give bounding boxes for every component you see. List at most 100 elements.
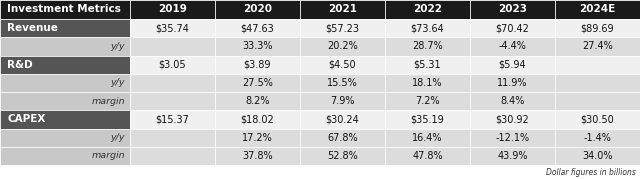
Text: 7.2%: 7.2% bbox=[415, 96, 440, 106]
Text: 33.3%: 33.3% bbox=[243, 41, 273, 51]
Text: 18.1%: 18.1% bbox=[412, 78, 443, 88]
Bar bbox=[385, 55, 470, 74]
Bar bbox=[215, 55, 300, 74]
Bar bbox=[300, 37, 385, 55]
Bar bbox=[385, 147, 470, 165]
Text: Dollar figures in billions: Dollar figures in billions bbox=[546, 168, 636, 177]
Bar bbox=[215, 0, 300, 19]
Bar bbox=[470, 147, 555, 165]
Text: $3.05: $3.05 bbox=[159, 60, 186, 70]
Bar bbox=[385, 74, 470, 92]
Bar bbox=[470, 110, 555, 129]
Bar bbox=[0, 74, 130, 92]
Bar bbox=[385, 92, 470, 110]
Text: 2024E: 2024E bbox=[579, 4, 616, 14]
Text: 20.2%: 20.2% bbox=[327, 41, 358, 51]
Bar bbox=[300, 19, 385, 37]
Text: 2023: 2023 bbox=[498, 4, 527, 14]
Bar bbox=[215, 129, 300, 147]
Text: 2019: 2019 bbox=[158, 4, 187, 14]
Bar bbox=[555, 55, 640, 74]
Bar bbox=[385, 110, 470, 129]
Text: Investment Metrics: Investment Metrics bbox=[7, 4, 121, 14]
Bar bbox=[130, 55, 215, 74]
Text: 2022: 2022 bbox=[413, 4, 442, 14]
Bar bbox=[130, 19, 215, 37]
Text: -1.4%: -1.4% bbox=[584, 133, 611, 143]
Bar bbox=[300, 110, 385, 129]
Bar bbox=[470, 92, 555, 110]
Text: $35.19: $35.19 bbox=[411, 114, 444, 124]
Text: $30.24: $30.24 bbox=[326, 114, 360, 124]
Text: $5.94: $5.94 bbox=[499, 60, 526, 70]
Text: y/y: y/y bbox=[111, 78, 125, 87]
Bar bbox=[470, 37, 555, 55]
Text: $4.50: $4.50 bbox=[329, 60, 356, 70]
Text: 47.8%: 47.8% bbox=[412, 151, 443, 161]
Text: 15.5%: 15.5% bbox=[327, 78, 358, 88]
Text: 27.4%: 27.4% bbox=[582, 41, 613, 51]
Text: $70.42: $70.42 bbox=[495, 23, 529, 33]
Text: $3.89: $3.89 bbox=[244, 60, 271, 70]
Text: $15.37: $15.37 bbox=[156, 114, 189, 124]
Text: $73.64: $73.64 bbox=[411, 23, 444, 33]
Text: y/y: y/y bbox=[111, 133, 125, 142]
Bar bbox=[555, 129, 640, 147]
Bar bbox=[0, 129, 130, 147]
Bar bbox=[130, 147, 215, 165]
Text: 7.9%: 7.9% bbox=[330, 96, 355, 106]
Text: 52.8%: 52.8% bbox=[327, 151, 358, 161]
Text: 8.2%: 8.2% bbox=[245, 96, 269, 106]
Text: margin: margin bbox=[92, 151, 125, 160]
Bar bbox=[215, 92, 300, 110]
Bar bbox=[300, 129, 385, 147]
Bar bbox=[300, 74, 385, 92]
Text: 43.9%: 43.9% bbox=[497, 151, 528, 161]
Bar bbox=[0, 0, 130, 19]
Bar bbox=[555, 147, 640, 165]
Bar bbox=[385, 0, 470, 19]
Bar bbox=[0, 19, 130, 37]
Bar bbox=[555, 19, 640, 37]
Bar bbox=[0, 147, 130, 165]
Bar bbox=[300, 0, 385, 19]
Bar bbox=[0, 110, 130, 129]
Text: $30.92: $30.92 bbox=[495, 114, 529, 124]
Text: -4.4%: -4.4% bbox=[499, 41, 527, 51]
Bar bbox=[555, 0, 640, 19]
Text: margin: margin bbox=[92, 97, 125, 106]
Bar bbox=[130, 37, 215, 55]
Text: 2021: 2021 bbox=[328, 4, 357, 14]
Bar bbox=[385, 37, 470, 55]
Text: Revenue: Revenue bbox=[7, 23, 58, 33]
Text: -12.1%: -12.1% bbox=[495, 133, 529, 143]
Text: $30.50: $30.50 bbox=[580, 114, 614, 124]
Bar bbox=[215, 147, 300, 165]
Text: 27.5%: 27.5% bbox=[242, 78, 273, 88]
Text: 67.8%: 67.8% bbox=[327, 133, 358, 143]
Bar bbox=[555, 74, 640, 92]
Bar bbox=[215, 37, 300, 55]
Text: $35.74: $35.74 bbox=[156, 23, 189, 33]
Text: $18.02: $18.02 bbox=[241, 114, 275, 124]
Text: 28.7%: 28.7% bbox=[412, 41, 443, 51]
Text: $57.23: $57.23 bbox=[326, 23, 360, 33]
Bar bbox=[470, 0, 555, 19]
Bar bbox=[130, 110, 215, 129]
Text: R&D: R&D bbox=[7, 60, 33, 70]
Bar bbox=[555, 110, 640, 129]
Text: 8.4%: 8.4% bbox=[500, 96, 525, 106]
Text: 16.4%: 16.4% bbox=[412, 133, 443, 143]
Bar bbox=[470, 55, 555, 74]
Bar bbox=[0, 92, 130, 110]
Bar bbox=[555, 37, 640, 55]
Bar bbox=[300, 55, 385, 74]
Bar bbox=[470, 19, 555, 37]
Bar bbox=[470, 129, 555, 147]
Text: y/y: y/y bbox=[111, 42, 125, 51]
Bar bbox=[300, 147, 385, 165]
Text: 34.0%: 34.0% bbox=[582, 151, 612, 161]
Bar bbox=[555, 92, 640, 110]
Bar bbox=[0, 37, 130, 55]
Bar bbox=[470, 74, 555, 92]
